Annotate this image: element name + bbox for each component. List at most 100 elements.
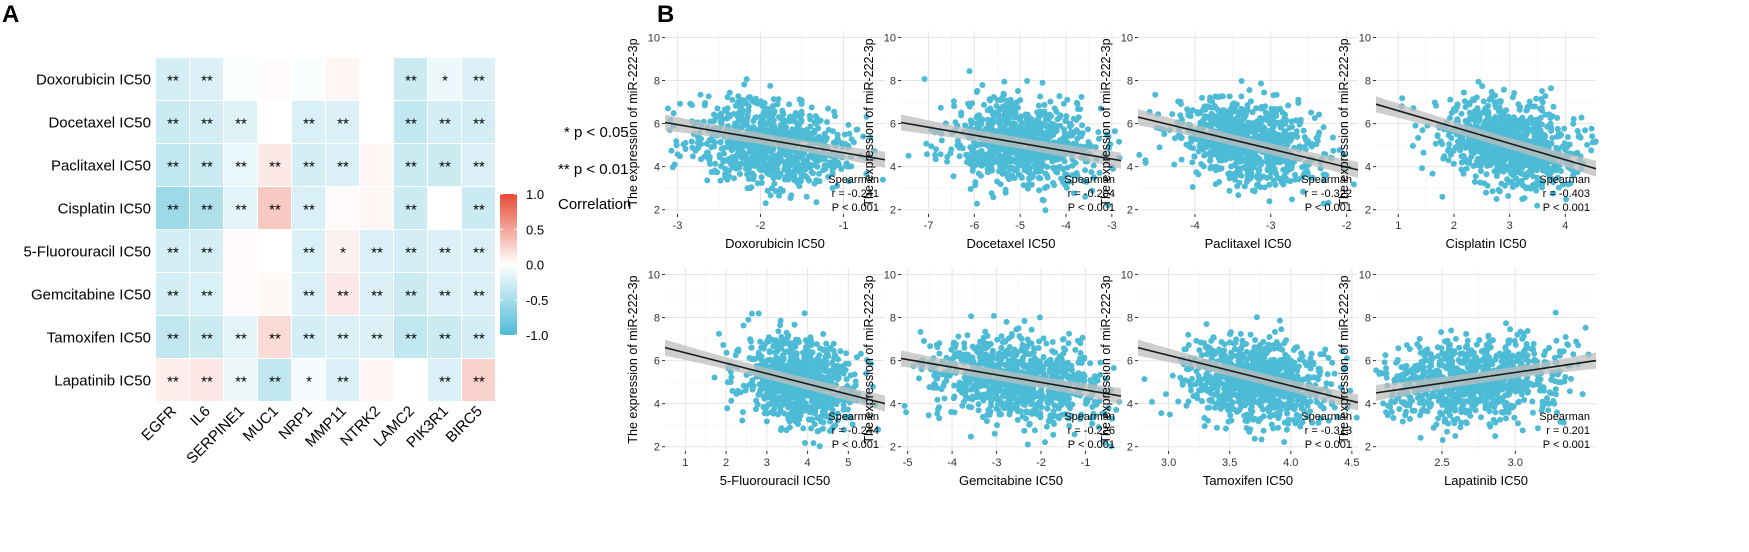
scatter-point xyxy=(670,110,677,117)
scatter-point xyxy=(985,154,992,161)
scatter-point xyxy=(797,360,803,367)
scatter-point xyxy=(771,156,778,163)
y-tick-label: 10 xyxy=(1121,32,1133,44)
scatter-point xyxy=(1226,93,1233,100)
scatter-point xyxy=(829,185,836,192)
scatter-point xyxy=(1015,171,1022,178)
scatter-point xyxy=(825,346,832,353)
heatmap-cell xyxy=(190,359,223,401)
heatmap-cell xyxy=(190,58,223,100)
scatter-point xyxy=(778,334,785,340)
heatmap-cell xyxy=(428,187,461,229)
scatter-point xyxy=(950,98,957,105)
scatter-point xyxy=(763,418,770,425)
scatter-point xyxy=(808,416,815,423)
scatter-point xyxy=(665,105,671,112)
scatter-point xyxy=(716,152,723,158)
scatter-point xyxy=(1000,164,1007,171)
scatter-point xyxy=(1156,144,1163,151)
scatter-point xyxy=(1241,183,1248,190)
heatmap-significance-mark: ** xyxy=(235,374,247,391)
scatter-point xyxy=(1194,109,1201,115)
heatmap-cell xyxy=(292,273,325,315)
scatter-point xyxy=(1228,119,1235,126)
heatmap-significance-mark: ** xyxy=(371,331,383,348)
scatter-point xyxy=(1225,170,1232,177)
scatter-point xyxy=(1509,157,1516,164)
scatter-point xyxy=(777,317,784,324)
scatter-point xyxy=(787,349,794,355)
stat-annotation: P < 0.001 xyxy=(1543,202,1590,214)
scatter-point xyxy=(793,353,800,360)
heatmap-cell xyxy=(462,58,495,100)
x-tick-label: -4 xyxy=(1190,220,1200,232)
scatter-point xyxy=(976,124,982,130)
scatter-point xyxy=(766,128,773,135)
scatter-point xyxy=(1523,107,1530,114)
scatter-point xyxy=(967,117,974,124)
scatter-point xyxy=(845,178,852,185)
scatter-point xyxy=(1564,134,1571,140)
scatter-point xyxy=(1050,158,1056,165)
scatter-point xyxy=(807,116,814,123)
scatter-point xyxy=(1518,158,1525,165)
scatter-point xyxy=(846,130,853,137)
scatter-point xyxy=(814,163,821,170)
scatter-point xyxy=(1241,164,1248,171)
scatter-point xyxy=(1201,115,1208,122)
scatter-point xyxy=(802,172,809,179)
scatter-point xyxy=(1245,175,1252,182)
scatter-point xyxy=(811,180,818,187)
heatmap-cell xyxy=(462,101,495,143)
scatter-point xyxy=(786,153,793,160)
scatter-point xyxy=(1183,141,1190,148)
x-tick-label: -3 xyxy=(992,457,1002,469)
scatter-point xyxy=(835,356,842,363)
scatter-point xyxy=(786,101,793,108)
heatmap-cell xyxy=(156,316,189,358)
scatter-point xyxy=(1285,102,1292,109)
scatter-point xyxy=(956,144,963,151)
scatter-point xyxy=(834,135,841,142)
scatter-point xyxy=(1017,97,1024,103)
scatter-point xyxy=(808,104,815,111)
colorbar-title: Correlation xyxy=(558,196,631,213)
scatter-point xyxy=(1074,101,1081,107)
y-tick-label: 8 xyxy=(654,313,660,325)
scatter-point xyxy=(948,146,955,153)
y-tick-label: 4 xyxy=(1127,162,1133,174)
scatter-point xyxy=(789,394,796,401)
scatter-point xyxy=(1296,121,1303,128)
scatter-point xyxy=(1539,99,1546,106)
scatter-point xyxy=(1009,172,1016,179)
scatter-point xyxy=(1542,93,1549,100)
scatter-point xyxy=(1044,183,1051,190)
heatmap-significance-mark: ** xyxy=(337,374,349,391)
scatter-point xyxy=(1272,169,1279,176)
scatter-point xyxy=(1519,133,1526,140)
heatmap-significance-mark: ** xyxy=(303,202,315,219)
scatter-point xyxy=(1473,162,1480,169)
heatmap-column-label: MUC1 xyxy=(240,403,282,445)
heatmap-significance-mark: ** xyxy=(439,331,451,348)
scatter-point xyxy=(1001,112,1008,119)
scatter-point xyxy=(987,143,994,150)
scatter-point xyxy=(810,440,817,447)
scatter-point xyxy=(1247,98,1254,105)
scatter-point xyxy=(1287,178,1294,185)
significance-legend: * p < 0.05 ** p < 0.01 xyxy=(558,124,629,178)
scatter-point xyxy=(1463,165,1470,172)
scatter-point xyxy=(795,121,802,128)
x-tick-label: 3 xyxy=(1507,220,1513,232)
scatter-point xyxy=(735,100,742,107)
scatter-point xyxy=(1329,134,1336,141)
scatter-point xyxy=(1519,196,1526,203)
scatter-point xyxy=(1561,125,1568,132)
heatmap-significance-mark: ** xyxy=(473,202,485,219)
scatter-point xyxy=(746,355,753,361)
heatmap-cell xyxy=(360,359,393,401)
heatmap-cell xyxy=(190,316,223,358)
scatter-point xyxy=(780,117,787,124)
scatter-point xyxy=(1001,78,1008,85)
scatter-point xyxy=(754,180,761,187)
